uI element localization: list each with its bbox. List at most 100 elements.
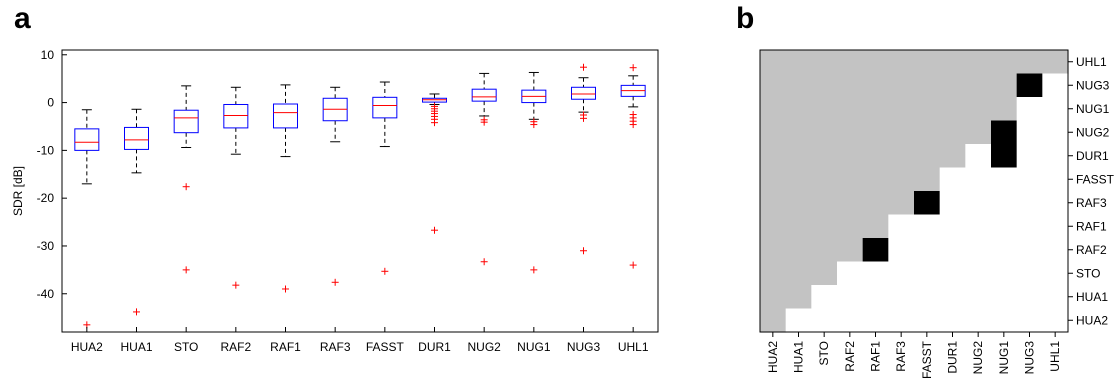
box-UHL1 [620,64,646,269]
cell-significant [785,97,812,122]
cell-significant [760,120,787,145]
cell-significant [888,167,915,192]
y-tick-label: 10 [41,48,55,62]
box-iqr [571,86,596,100]
cell-significant [785,73,812,98]
y-tick-label-STO: STO [1076,266,1100,280]
ns-label: N.S. [864,243,887,257]
cell-not-significant [914,191,941,216]
outlier-marker [480,118,488,126]
cell-significant [888,97,915,122]
cell-significant [888,144,915,169]
x-tick-label-RAF1: RAF1 [869,341,883,372]
cell-significant [760,308,787,333]
cell-empty [888,308,915,333]
x-tick-label-HUA2: HUA2 [71,340,103,354]
cell-empty [965,167,992,192]
cell-significant [888,120,915,145]
cell-empty [1042,261,1069,286]
outlier-marker [431,119,438,127]
y-tick-label-RAF3: RAF3 [1076,196,1107,210]
cell-significant [862,191,889,216]
cell-significant [785,120,812,145]
cell-empty [888,285,915,310]
cell-empty [965,214,992,239]
cell-empty [991,167,1018,192]
x-tick-label-FASST: FASST [366,340,405,354]
y-tick-label-HUA2: HUA2 [1076,313,1108,327]
cell-empty [1042,167,1069,192]
cell-empty [862,261,889,286]
box-iqr [173,109,199,134]
outlier-marker [182,266,190,274]
cell-empty [991,214,1018,239]
cell-empty [939,308,966,333]
box-iqr [124,126,149,150]
cell-significant [888,73,915,98]
cell-significant [811,73,838,98]
cell-significant [760,167,787,192]
outlier-marker [133,308,140,316]
y-tick-label: -30 [37,239,55,253]
cell-significant [760,238,787,263]
cell-significant [965,73,992,98]
cell-empty [1016,308,1043,333]
box-RAF3 [322,86,348,286]
y-tick-label-NUG2: NUG2 [1076,125,1110,139]
outlier-marker [530,266,538,274]
cell-significant [914,50,941,75]
y-tick-label-RAF2: RAF2 [1076,243,1107,257]
box-iqr [273,103,298,129]
cell-significant [760,285,787,310]
cell-empty [965,238,992,263]
x-tick-label-RAF2: RAF2 [843,341,857,372]
cell-empty [888,214,915,239]
outlier-marker [580,63,587,71]
cell-significant [785,285,812,310]
cell-empty [991,191,1018,216]
cell-significant [760,73,787,98]
cell-empty [1042,238,1069,263]
cell-significant [785,214,812,239]
cell-empty [1016,120,1043,145]
cell-significant [811,191,838,216]
cell-significant [811,120,838,145]
matrix-frame [759,49,1069,333]
cell-empty [1042,214,1069,239]
x-tick-label-NUG2: NUG2 [971,341,985,375]
cell-significant [837,238,864,263]
x-tick-label-HUA1: HUA1 [120,340,152,354]
x-tick-label-UHL1: UHL1 [618,340,649,354]
panel-label-b: b [736,2,755,35]
box-iqr [223,103,249,129]
x-tick-label-NUG2: NUG2 [467,340,501,354]
cell-empty [1016,191,1043,216]
panel-label-a: a [14,2,31,35]
cell-significant [811,144,838,169]
cell-significant [811,167,838,192]
cell-not-significant [991,120,1018,145]
cell-significant [811,261,838,286]
cell-significant [914,120,941,145]
cell-significant [837,50,864,75]
box-HUA1 [124,108,149,316]
y-tick-label-FASST: FASST [1076,172,1115,186]
cell-significant [991,73,1018,98]
cell-significant [939,120,966,145]
outlier-marker [331,278,339,286]
y-tick-label-NUG3: NUG3 [1076,78,1110,92]
cell-significant [991,50,1018,75]
x-tick-label-RAF3: RAF3 [894,341,908,372]
cell-significant [785,144,812,169]
cell-not-significant [991,144,1018,169]
cell-empty [1042,285,1069,310]
x-tick-label-RAF2: RAF2 [220,340,251,354]
cell-significant [862,50,889,75]
box-RAF2 [223,86,249,289]
cell-empty [837,261,864,286]
cell-empty [1016,261,1043,286]
y-tick-label: 0 [47,96,54,110]
cell-empty [1042,120,1069,145]
cell-significant [760,261,787,286]
cell-empty [939,238,966,263]
